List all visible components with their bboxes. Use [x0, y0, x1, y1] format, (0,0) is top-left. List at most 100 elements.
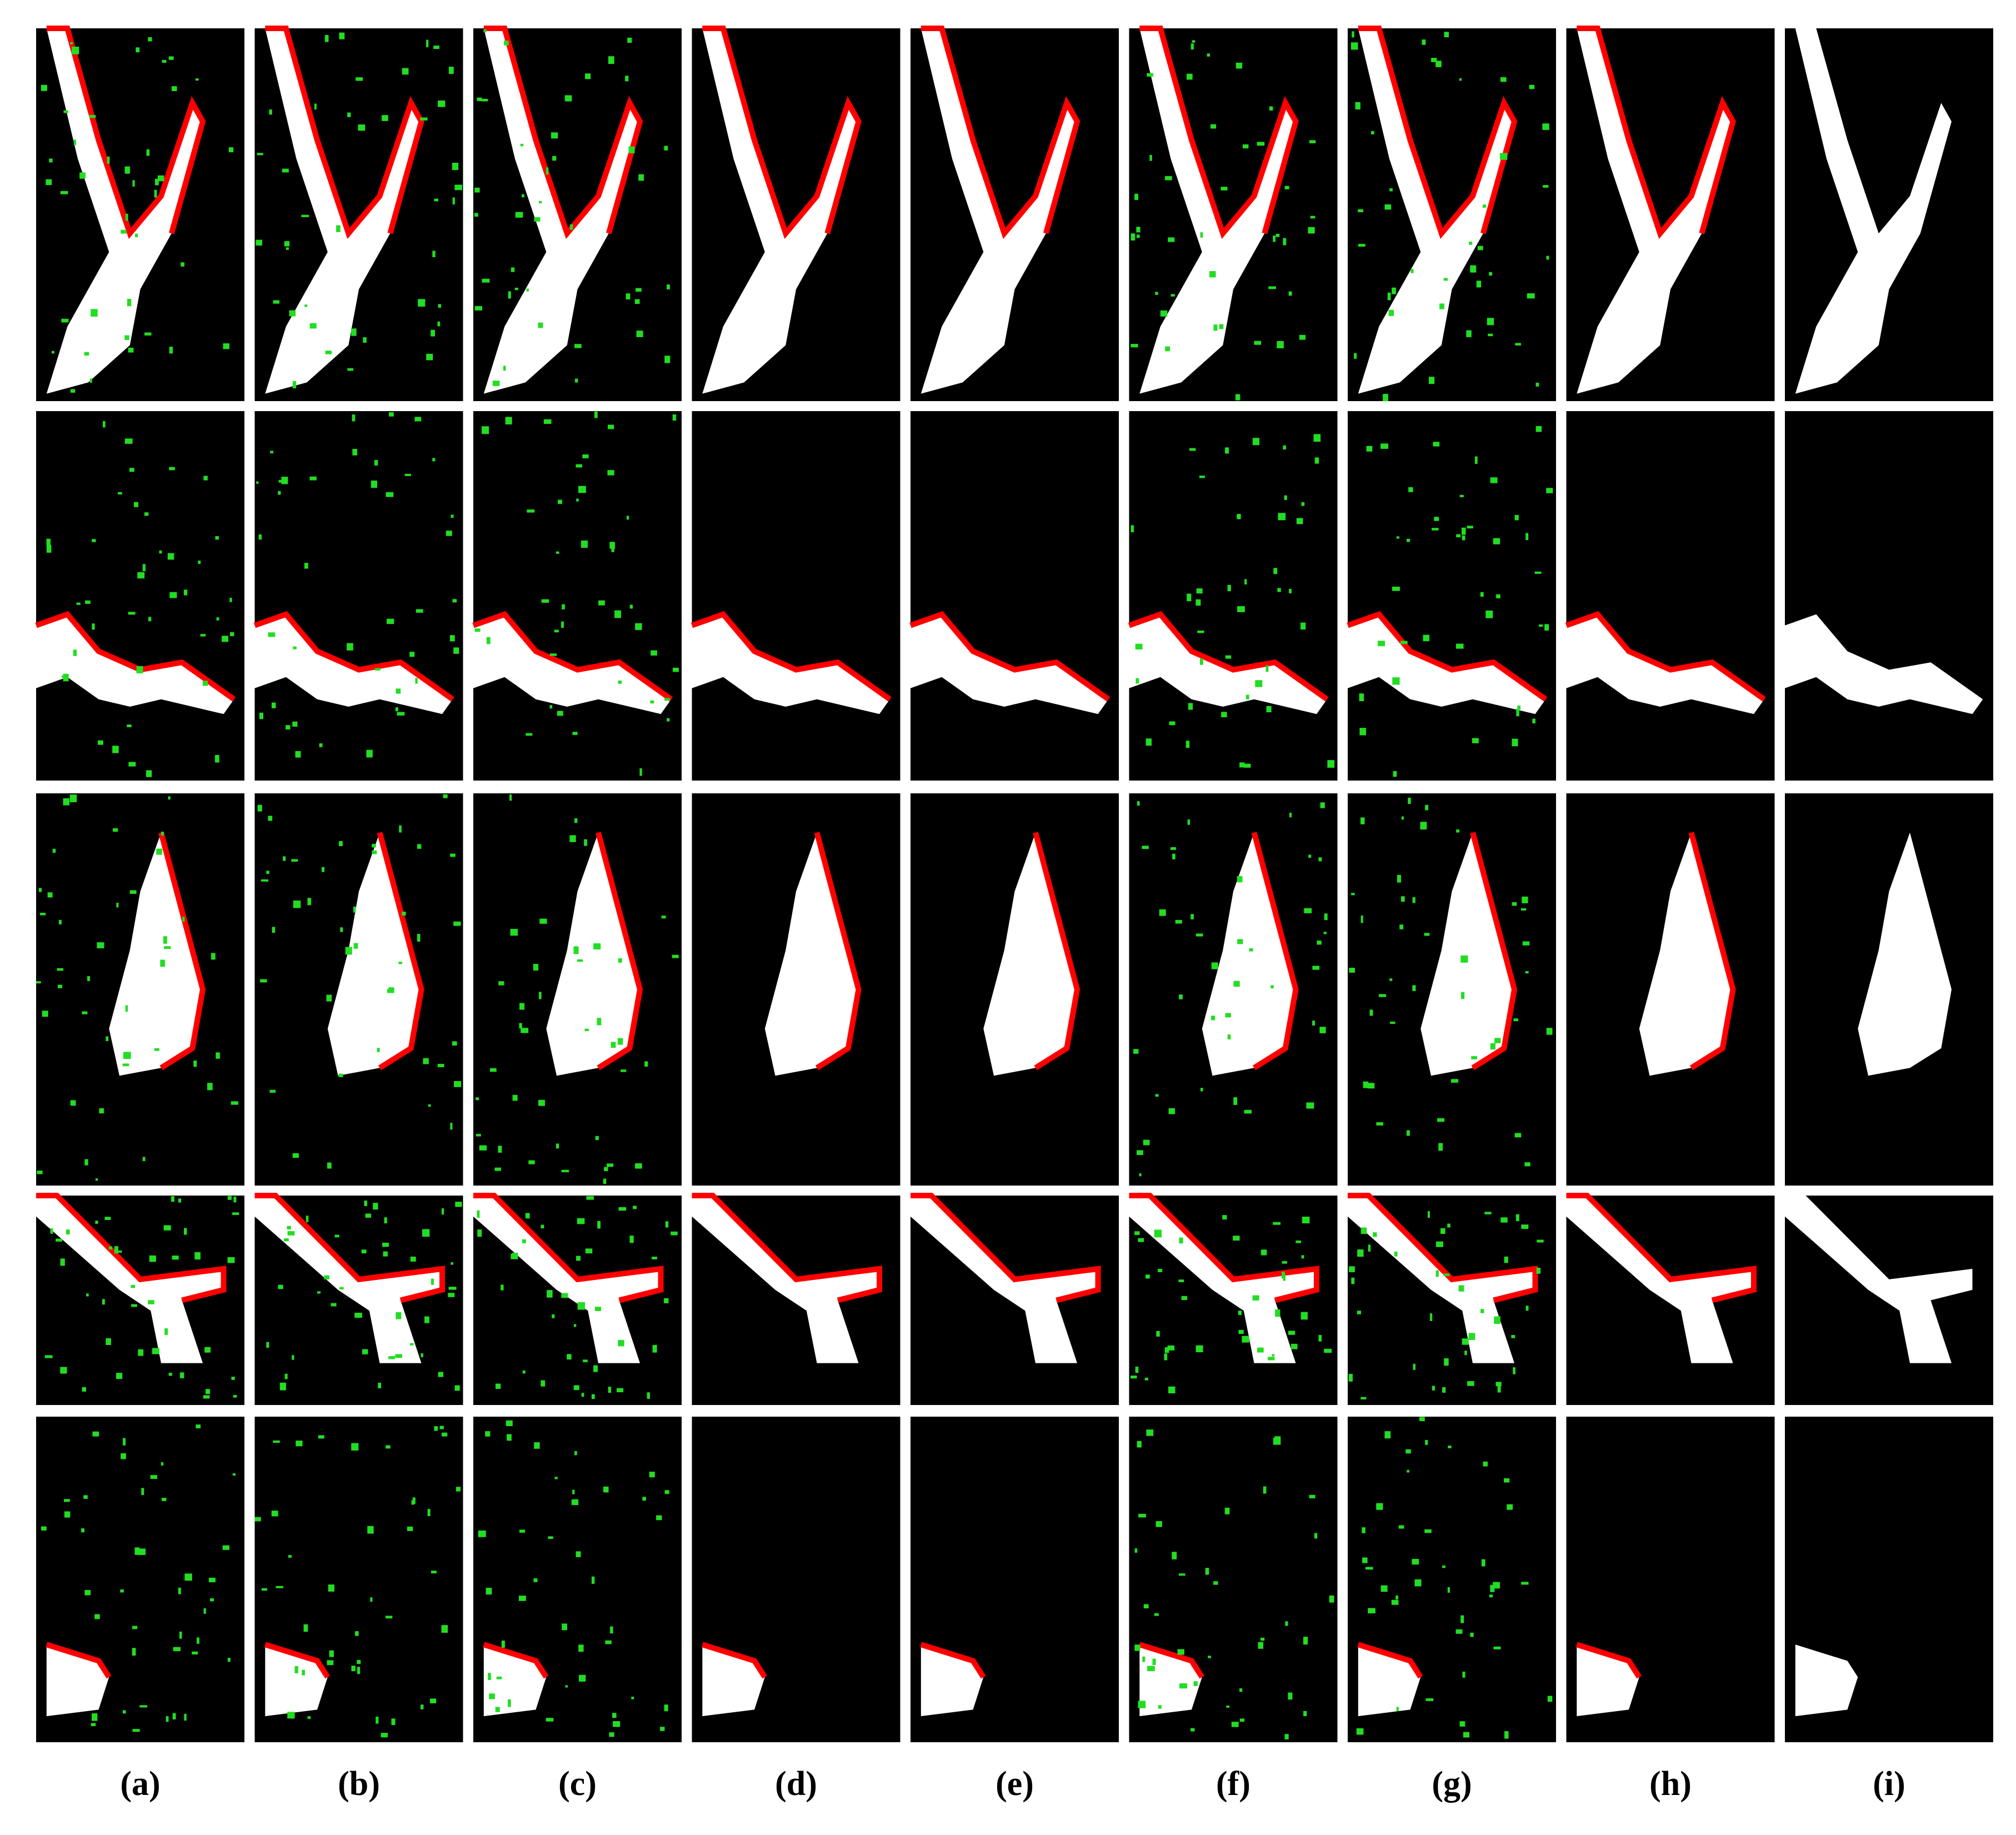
panel-background	[36, 411, 244, 781]
water-region	[692, 1196, 879, 1363]
false-alarm-speck	[1242, 1336, 1249, 1343]
false-alarm-speck	[1233, 1236, 1240, 1241]
false-alarm-speck	[129, 468, 134, 472]
result-panel	[1785, 411, 1993, 781]
false-alarm-speck	[1439, 303, 1444, 309]
false-alarm-speck	[1138, 1238, 1144, 1242]
false-alarm-speck	[92, 1713, 98, 1721]
false-alarm-speck	[574, 344, 582, 348]
false-alarm-speck	[1155, 1094, 1159, 1097]
false-alarm-speck	[66, 1229, 70, 1234]
false-alarm-speck	[621, 1069, 627, 1072]
false-alarm-speck	[1263, 1486, 1267, 1494]
false-alarm-speck	[1424, 933, 1430, 936]
false-alarm-speck	[451, 514, 454, 518]
false-alarm-speck	[1470, 265, 1477, 273]
false-alarm-speck	[261, 1588, 268, 1591]
false-alarm-speck	[612, 1713, 617, 1718]
false-alarm-speck	[271, 1511, 278, 1517]
false-alarm-speck	[1458, 1285, 1464, 1292]
false-alarm-speck	[1395, 1595, 1398, 1600]
false-alarm-speck	[538, 1099, 546, 1106]
false-alarm-speck	[547, 1290, 553, 1298]
false-alarm-speck	[52, 848, 56, 853]
false-alarm-speck	[1428, 377, 1435, 384]
false-alarm-speck	[273, 300, 279, 304]
false-alarm-speck	[1356, 1728, 1364, 1735]
false-alarm-speck	[1494, 1316, 1500, 1324]
false-alarm-speck	[1546, 488, 1553, 493]
false-alarm-speck	[1450, 1079, 1459, 1083]
false-alarm-speck	[534, 1442, 540, 1449]
false-alarm-speck	[1400, 641, 1408, 644]
false-alarm-speck	[195, 78, 199, 81]
false-alarm-speck	[160, 959, 165, 967]
false-alarm-speck	[124, 438, 133, 444]
false-alarm-speck	[73, 139, 76, 146]
false-alarm-speck	[611, 1042, 616, 1048]
false-alarm-speck	[450, 1123, 453, 1130]
false-alarm-speck	[1257, 1347, 1264, 1353]
false-alarm-speck	[1170, 294, 1175, 297]
false-alarm-speck	[169, 592, 177, 598]
false-alarm-speck	[437, 1063, 444, 1067]
false-alarm-speck	[617, 1038, 623, 1045]
false-alarm-speck	[1324, 913, 1328, 921]
false-alarm-speck	[1193, 1681, 1198, 1686]
false-alarm-speck	[432, 458, 436, 462]
false-alarm-speck	[651, 650, 657, 656]
false-alarm-speck	[608, 424, 614, 429]
false-alarm-speck	[141, 1488, 144, 1496]
false-alarm-speck	[1358, 244, 1365, 247]
water-region	[46, 28, 203, 394]
false-alarm-speck	[1135, 643, 1143, 650]
false-alarm-speck	[357, 1667, 361, 1674]
water-region	[265, 1644, 328, 1717]
false-alarm-speck	[618, 1207, 627, 1211]
false-alarm-speck	[161, 1498, 167, 1501]
false-alarm-speck	[511, 267, 515, 272]
error-region	[1033, 832, 1080, 1071]
false-alarm-speck	[229, 597, 232, 602]
false-alarm-speck	[148, 1300, 154, 1304]
false-alarm-speck	[1393, 771, 1397, 777]
false-alarm-speck	[452, 1041, 457, 1046]
error-region	[1128, 611, 1329, 702]
false-alarm-speck	[374, 460, 378, 466]
false-alarm-speck	[256, 239, 263, 246]
false-alarm-speck	[71, 46, 79, 54]
false-alarm-speck	[509, 794, 512, 801]
false-alarm-speck	[1323, 932, 1327, 934]
false-alarm-speck	[1309, 140, 1316, 143]
false-alarm-speck	[603, 1486, 609, 1493]
column-label: (a)	[120, 1765, 160, 1803]
false-alarm-speck	[52, 351, 54, 354]
false-alarm-speck	[1483, 1461, 1488, 1467]
false-alarm-speck	[1461, 527, 1466, 535]
false-alarm-speck	[1362, 1527, 1365, 1533]
result-panel	[35, 411, 244, 781]
false-alarm-speck	[439, 1426, 444, 1429]
false-alarm-speck	[127, 298, 132, 307]
false-alarm-speck	[508, 291, 511, 299]
false-alarm-speck	[364, 1200, 367, 1206]
error-region	[1347, 611, 1548, 702]
false-alarm-speck	[1432, 1386, 1435, 1391]
false-alarm-speck	[584, 1028, 589, 1032]
false-alarm-speck	[1529, 84, 1535, 89]
false-alarm-speck	[1288, 1331, 1295, 1335]
false-alarm-speck	[1515, 343, 1521, 346]
false-alarm-speck	[1224, 1507, 1230, 1514]
false-alarm-speck	[60, 191, 68, 194]
false-alarm-speck	[1521, 1582, 1529, 1585]
false-alarm-speck	[381, 1733, 388, 1738]
false-alarm-speck	[577, 1302, 586, 1310]
false-alarm-speck	[581, 1393, 584, 1397]
false-alarm-speck	[309, 323, 317, 329]
false-alarm-speck	[1471, 1056, 1477, 1059]
water-region	[254, 1196, 442, 1363]
false-alarm-speck	[1419, 1417, 1425, 1421]
water-region	[921, 28, 1077, 394]
false-alarm-speck	[543, 419, 552, 424]
false-alarm-speck	[452, 197, 455, 204]
